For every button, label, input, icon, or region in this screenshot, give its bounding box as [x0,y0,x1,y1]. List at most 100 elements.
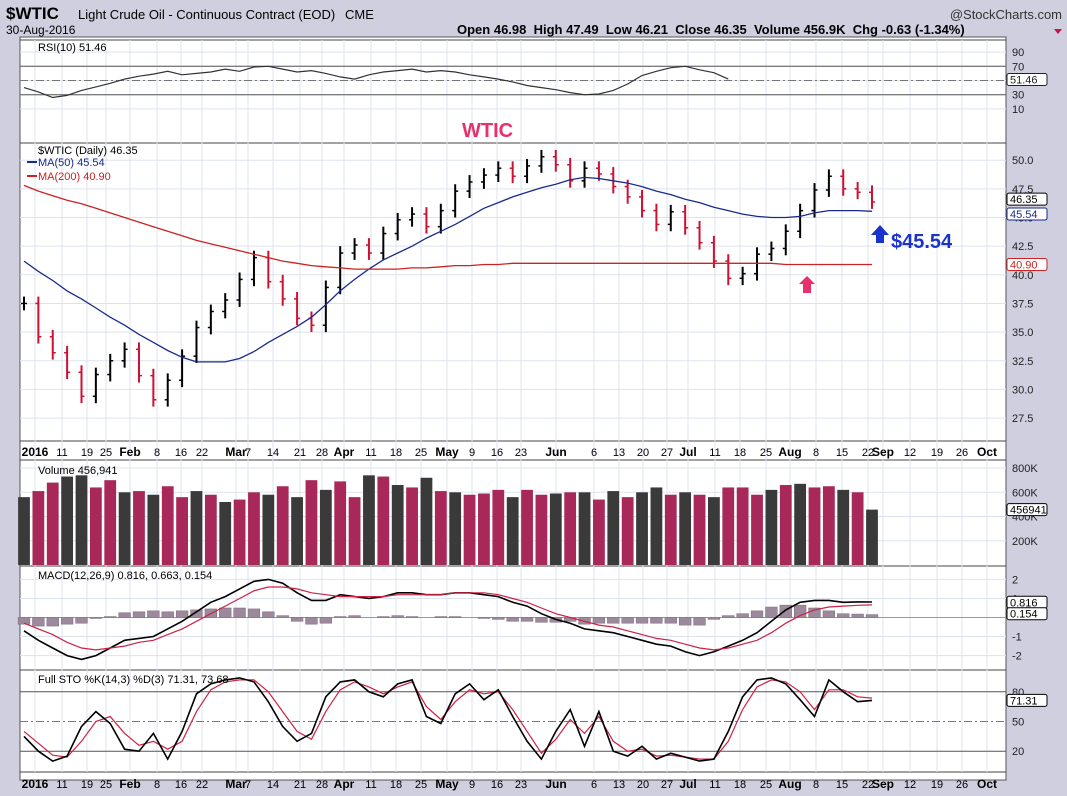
macd-histogram-bar [779,604,792,618]
volume-bar [248,492,260,565]
date-axis-label: 25 [415,779,427,791]
volume-value-label: 456941 [1010,505,1047,517]
macd-histogram-bar [722,615,735,618]
date-axis-label: May [435,777,459,791]
volume-bar [535,494,548,565]
date-axis-label: 25 [100,779,112,791]
volume-bar [46,482,59,565]
date-axis-label: 14 [267,779,279,791]
pink-arrow-icon [799,276,815,293]
volume-bar [406,487,418,565]
macd-histogram-bar [837,613,850,618]
volume-bar [377,476,390,565]
date-axis-label: Oct [977,445,997,459]
volume-bar [75,475,88,565]
macd-histogram-bar [492,617,505,620]
macd-signal-line [23,586,873,651]
date-axis-label: 13 [613,447,625,459]
macd-histogram-bar [46,617,59,627]
macd-histogram-bar [305,617,318,625]
date-axis-label: Jun [545,777,566,791]
stoch-tick-label: 20 [1012,746,1024,758]
volume-bar [219,501,232,565]
volume-bar [621,497,634,565]
date-axis-label: 9 [469,447,475,459]
volume-bar [593,499,605,565]
date-axis-label: 8 [154,447,160,459]
date-axis-label: Jul [679,445,696,459]
stoch-d-line [23,679,873,760]
rsi-legend: RSI(10) 51.46 [38,42,106,54]
date-axis-label: 7 [245,447,251,459]
macd-histogram-bar [664,617,677,624]
rsi-value-label: 51.46 [1010,74,1038,86]
macd-histogram-bar [535,617,548,623]
date-axis-label: 2016 [22,777,49,791]
date-axis-label: 25 [760,779,772,791]
volume-bar [190,491,203,565]
date-axis-label: 18 [390,779,402,791]
macd-histogram-bar [348,615,361,618]
volume-bar [722,487,735,565]
labels-layer: 9070503010RSI(10) 51.4651.4650.047.545.0… [22,42,1048,791]
macd-histogram-bar [793,604,807,618]
macd-histogram-bar [765,606,778,618]
date-axis-label: 12 [904,779,916,791]
ohlc-summary: Open 46.98 High 47.49 Low 46.21 Close 46… [457,22,965,37]
macd-histogram-bar [851,613,864,618]
macd-histogram-bar [276,615,289,618]
volume-bar [765,489,778,565]
stockcharts-brand[interactable]: @StockCharts.com [950,7,1062,22]
ma200-value-label: 40.90 [1010,259,1038,271]
rsi-tick-label: 90 [1012,47,1024,59]
volume-bar [363,475,375,565]
date-axis-label: 26 [956,779,968,791]
rsi-line [23,65,729,99]
price-tick-label: 50.0 [1012,155,1033,167]
volume-bar [521,489,533,565]
macd-histogram-bar [822,610,836,618]
date-axis-label: Mar [225,445,247,459]
rsi-tick-label: 30 [1012,90,1024,102]
date-axis-label: 25 [415,447,427,459]
date-axis-label: 11 [709,447,720,459]
change-down-icon [1054,29,1062,34]
macd-histogram-bar [621,617,634,624]
price-tick-label: 35.0 [1012,327,1033,339]
volume-bar [779,485,792,565]
date-axis-label: Jun [545,445,566,459]
ma50-value-label: 45.54 [1010,209,1038,221]
macd-tick-label: -2 [1012,651,1022,663]
date-axis-label: May [435,445,459,459]
value-box [1006,693,1048,707]
date-axis-label: 26 [956,447,968,459]
macd-histogram-bar [219,607,232,618]
date-axis-label: Sep [872,777,894,791]
volume-bar [334,481,347,565]
macd-histogram-bar [334,616,347,618]
price-tick-label: 37.5 [1012,298,1033,310]
date-axis-label: Apr [334,777,355,791]
macd-histogram-bar [89,617,103,619]
volume-bar [176,497,188,565]
macd-histogram-bar [75,617,88,624]
date-axis-label: 11 [365,779,376,791]
macd-histogram-bar [434,616,447,618]
volume-bar [866,509,878,565]
stoch-k-line [23,677,873,762]
volume-bar [607,491,620,565]
date-axis-label: 6 [591,779,597,791]
date-axis-label: 11 [56,447,67,459]
volume-tick-label: 800K [1012,463,1038,475]
volume-bar [276,486,289,565]
macd-histogram-bar [132,611,146,618]
macd-histogram-bar [736,613,749,618]
date-axis-label: 21 [294,779,306,791]
date-axis-label: 21 [294,447,306,459]
volume-bar [736,487,749,565]
volume-bar [319,489,332,565]
macd-histogram-bar [17,617,31,625]
date-axis-label: 19 [81,779,93,791]
volume-bar [204,494,217,565]
volume-bar [679,492,692,565]
